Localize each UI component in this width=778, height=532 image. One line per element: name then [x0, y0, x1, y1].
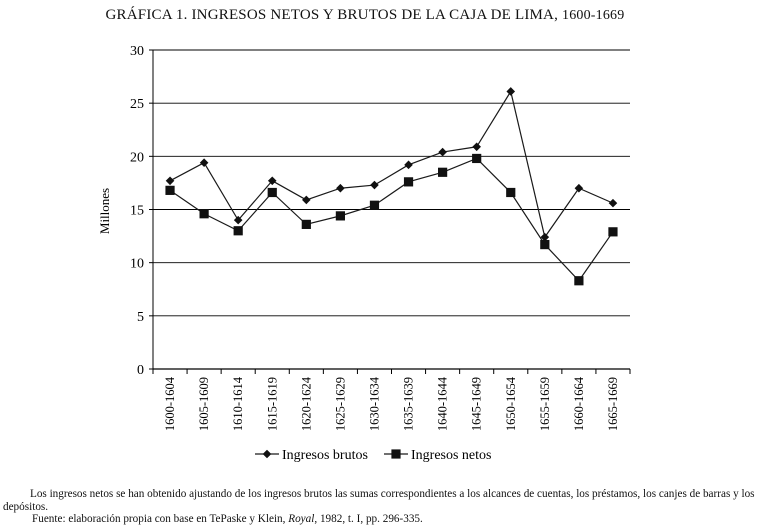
y-axis-label: Millones: [97, 188, 112, 234]
source-prefix: Fuente: elaboración propia con base en T…: [32, 513, 289, 525]
data-point: [506, 187, 516, 198]
x-tick-label: 1620-1624: [299, 376, 313, 431]
source-note: Fuente: elaboración propia con base en T…: [3, 513, 775, 526]
data-point: [165, 176, 175, 186]
chart-title: GRÁFICA 1. INGRESOS NETOS Y BRUTOS DE LA…: [0, 7, 730, 24]
y-tick-label: 0: [137, 363, 144, 378]
y-tick-label: 15: [130, 204, 144, 219]
x-tick-label: 1625-1629: [333, 377, 347, 431]
data-point: [199, 158, 209, 168]
data-point: [267, 187, 277, 198]
data-point: [506, 87, 516, 96]
y-tick-label: 30: [130, 44, 144, 59]
x-tick-label: 1610-1614: [231, 376, 245, 431]
x-tick-label: 1630-1634: [367, 376, 381, 431]
source-title: Royal: [288, 513, 315, 525]
data-point: [370, 180, 379, 190]
x-tick-label: 1650-1654: [504, 376, 518, 431]
data-point: [335, 211, 345, 221]
gridlines: [153, 49, 630, 370]
x-tick-label: 1640-1644: [436, 376, 450, 431]
data-point: [574, 276, 584, 286]
legend-label: Ingresos netos: [411, 448, 492, 463]
x-tick-label: 1600-1604: [163, 376, 177, 431]
x-tick-label: 1645-1649: [470, 377, 484, 431]
data-point: [369, 200, 380, 210]
series-line: [169, 89, 614, 239]
data-point: [540, 232, 550, 242]
y-tick-label: 10: [130, 257, 144, 272]
data-point: [608, 227, 618, 237]
data-point: [233, 226, 243, 236]
legend-item: Ingresos brutos: [255, 448, 368, 463]
data-point: [472, 142, 481, 152]
x-tick-label: 1635-1639: [402, 377, 416, 431]
x-tick-label: 1665-1669: [606, 377, 620, 431]
data-point: [472, 153, 482, 164]
x-tick-label: 1660-1664: [572, 376, 586, 431]
footnotes: Los ingresos netos se han obtenido ajust…: [3, 488, 775, 526]
legend: Ingresos brutos Ingresos netos: [255, 448, 492, 463]
series-ingresos-netos: [165, 153, 618, 286]
data-point: [540, 239, 550, 250]
data-point: [165, 185, 175, 195]
data-point: [267, 176, 277, 186]
data-point: [608, 198, 618, 208]
legend-marker: [262, 449, 272, 459]
x-tick-label: 1655-1659: [538, 377, 552, 431]
data-point: [199, 209, 209, 219]
y-axis: 0 5 10 15 20 25 30: [130, 44, 154, 378]
data-point: [574, 183, 584, 193]
legend-marker: [391, 449, 401, 459]
data-point: [302, 195, 311, 205]
source-suffix: , 1982, t. I, pp. 296-335.: [314, 513, 423, 525]
legend-item: Ingresos netos: [384, 448, 492, 463]
series-layer: [165, 87, 618, 286]
data-point: [336, 183, 345, 193]
legend-label: Ingresos brutos: [282, 448, 368, 463]
data-point: [438, 167, 448, 177]
data-point: [403, 177, 414, 187]
x-axis: 1600-1604 1605-1609 1610-1614 1615-1619 1620…: [152, 369, 631, 431]
data-point: [233, 215, 243, 225]
y-tick-label: 25: [130, 97, 144, 112]
line-chart: 0 5 10 15 20 25 30 1600-1604 1605-1609 1610-1614…: [97, 44, 631, 463]
data-point: [438, 147, 447, 157]
series-ingresos-brutos: [165, 87, 618, 242]
y-tick-label: 20: [130, 150, 144, 165]
methodology-note: Los ingresos netos se han obtenido ajust…: [3, 488, 755, 513]
chart-title-text: GRÁFICA 1. INGRESOS NETOS Y BRUTOS DE LA…: [105, 7, 559, 23]
data-point: [404, 160, 413, 170]
data-point: [301, 219, 311, 229]
x-tick-label: 1605-1609: [197, 377, 211, 431]
chart-title-years: 1600-1669: [562, 8, 625, 23]
x-tick-label: 1615-1619: [265, 377, 279, 431]
series-line: [169, 157, 614, 282]
y-tick-label: 5: [137, 310, 144, 325]
